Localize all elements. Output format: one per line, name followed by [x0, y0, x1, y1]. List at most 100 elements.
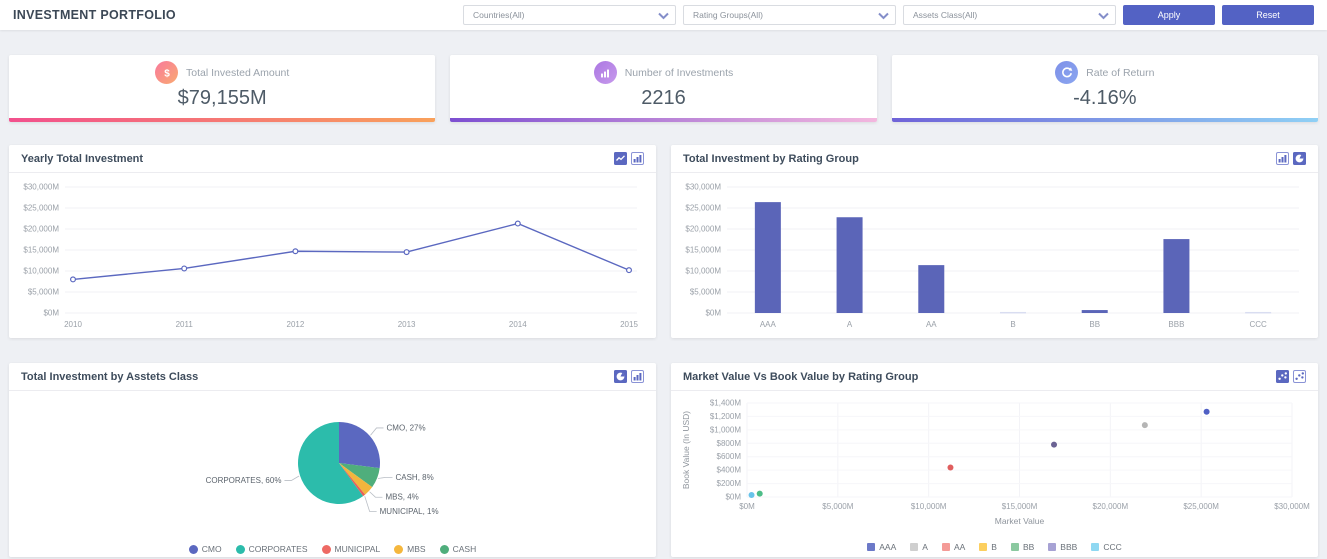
svg-text:$20,000M: $20,000M — [23, 225, 59, 234]
svg-text:$10,000M: $10,000M — [685, 267, 721, 276]
legend-item[interactable]: CCC — [1091, 542, 1122, 552]
countries-filter-value: Countries(All) — [473, 10, 525, 20]
svg-text:BBB: BBB — [1168, 320, 1184, 329]
legend-label: A — [922, 542, 928, 552]
svg-text:A: A — [847, 320, 853, 329]
legend-item[interactable]: CASH — [439, 544, 476, 554]
svg-text:2010: 2010 — [64, 320, 82, 329]
svg-text:CASH, 8%: CASH, 8% — [395, 473, 433, 482]
kpi-value: -4.16% — [1073, 87, 1137, 109]
svg-text:AA: AA — [926, 320, 937, 329]
pie-chart[interactable]: CMO, 27% CASH, 8% MBS, 4% MUNICIPAL, 1% CORP… — [9, 391, 656, 538]
kpi-rate-of-return: Rate of Return -4.16% — [891, 55, 1318, 122]
bar-chart-icon-outline[interactable] — [1276, 152, 1289, 165]
svg-text:$20,000M: $20,000M — [685, 225, 721, 234]
svg-text:$800M: $800M — [717, 439, 742, 448]
kpi-label: Number of Investments — [624, 66, 734, 79]
legend-marker — [1048, 543, 1057, 551]
kpi-accent-bar — [450, 118, 877, 122]
scatter-chart-icon-filled[interactable] — [1276, 370, 1289, 383]
svg-text:$30,000M: $30,000M — [685, 183, 721, 192]
topbar: INVESTMENT PORTFOLIO Countries(All) Rati… — [0, 0, 1327, 30]
legend-marker — [910, 543, 919, 551]
pie-legend: CMO CORPORATES MUNICIPAL MBS CASH — [9, 538, 656, 557]
svg-text:$30,000M: $30,000M — [23, 183, 59, 192]
kpi-number-of-investments: Number of Investments 2216 — [450, 55, 877, 122]
pie-chart-icon-filled[interactable] — [614, 370, 627, 383]
legend-label: BB — [1022, 542, 1035, 552]
svg-text:CMO, 27%: CMO, 27% — [387, 423, 426, 432]
legend-label: CCC — [1103, 542, 1122, 552]
svg-text:MBS, 4%: MBS, 4% — [385, 493, 418, 502]
svg-text:$0M: $0M — [725, 493, 741, 502]
chart-type-toggle — [1276, 152, 1306, 165]
svg-text:$5,000M: $5,000M — [28, 288, 59, 297]
legend-item[interactable]: AAA — [867, 542, 896, 552]
svg-text:Book Value (In USD): Book Value (In USD) — [681, 411, 691, 489]
chevron-down-icon — [878, 12, 889, 20]
svg-text:$10,000M: $10,000M — [911, 502, 947, 511]
legend-marker — [867, 543, 876, 551]
chart-type-toggle — [1276, 370, 1306, 383]
legend-item[interactable]: BBB — [1048, 542, 1077, 552]
apply-button[interactable]: Apply — [1123, 5, 1215, 25]
rating-groups-filter[interactable]: Rating Groups(All) — [683, 5, 896, 25]
legend-item[interactable]: MUNICIPAL — [321, 544, 381, 554]
svg-text:$1,400M: $1,400M — [710, 399, 741, 408]
legend-label: MUNICIPAL — [334, 544, 381, 554]
line-chart-icon-filled[interactable] — [614, 152, 627, 165]
legend-label: CMO — [201, 544, 222, 554]
svg-text:$20,000M: $20,000M — [1093, 502, 1129, 511]
legend-marker — [394, 544, 404, 554]
chart-type-toggle — [614, 370, 644, 383]
dashboard: $ Total Invested Amount $79,155M Number … — [0, 30, 1327, 557]
chevron-down-icon — [658, 12, 669, 20]
bar-chart-icon-outline[interactable] — [631, 152, 644, 165]
legend-label: B — [991, 542, 997, 552]
svg-text:$25,000M: $25,000M — [1183, 502, 1219, 511]
pie-chart-icon-filled[interactable] — [1293, 152, 1306, 165]
kpi-total-invested: $ Total Invested Amount $79,155M — [9, 55, 436, 122]
svg-text:CORPORATES, 60%: CORPORATES, 60% — [206, 476, 282, 485]
svg-text:$10,000M: $10,000M — [23, 267, 59, 276]
svg-text:$5,000M: $5,000M — [690, 288, 721, 297]
line-chart[interactable]: $0M $5,000M $10,000M $15,000M $20,000M $25,00… — [9, 173, 656, 338]
refresh-icon — [1055, 61, 1079, 84]
svg-text:B: B — [1010, 320, 1015, 329]
scatter-chart[interactable]: $0M $5,000M $10,000M $15,000M $20,000M $25,00… — [671, 391, 1318, 536]
bar-chart[interactable]: $0M $5,000M $10,000M $15,000M $20,000M $25,00… — [671, 173, 1318, 338]
legend-item[interactable]: CORPORATES — [235, 544, 308, 554]
kpi-value: 2216 — [641, 87, 686, 109]
legend-label: AAA — [879, 542, 897, 552]
kpi-value: $79,155M — [177, 87, 267, 109]
svg-text:CCC: CCC — [1249, 320, 1267, 329]
svg-text:2014: 2014 — [509, 320, 527, 329]
bar-chart-icon-outline[interactable] — [631, 370, 644, 383]
kpi-accent-bar — [891, 118, 1318, 122]
panel-investment-by-assets-class: Total Investment by Asstets Class CMO, 2… — [9, 363, 656, 557]
countries-filter[interactable]: Countries(All) — [463, 5, 676, 25]
legend-item[interactable]: AA — [941, 542, 965, 552]
scatter-chart-icon-outline[interactable] — [1293, 370, 1306, 383]
legend-marker — [439, 544, 449, 554]
legend-item[interactable]: BB — [1010, 542, 1035, 552]
assets-class-filter[interactable]: Assets Class(All) — [903, 5, 1116, 25]
svg-text:$0M: $0M — [705, 309, 721, 318]
panel-title: Yearly Total Investment — [21, 152, 144, 165]
panel-title: Total Investment by Asstets Class — [21, 370, 199, 383]
legend-label: MBS — [407, 544, 426, 554]
legend-item[interactable]: B — [979, 542, 997, 552]
kpi-row: $ Total Invested Amount $79,155M Number … — [9, 55, 1318, 122]
panel-title: Market Value Vs Book Value by Rating Gro… — [683, 370, 919, 383]
legend-label: BBB — [1060, 542, 1078, 552]
svg-text:$200M: $200M — [717, 479, 742, 488]
svg-text:$1,200M: $1,200M — [710, 412, 741, 421]
reset-button[interactable]: Reset — [1222, 5, 1314, 25]
svg-text:$25,000M: $25,000M — [23, 204, 59, 213]
legend-item[interactable]: MBS — [394, 544, 426, 554]
assets-class-filter-value: Assets Class(All) — [913, 10, 978, 20]
legend-item[interactable]: A — [910, 542, 928, 552]
legend-item[interactable]: CMO — [188, 544, 222, 554]
dollar-icon: $ — [155, 61, 178, 84]
filter-bar: Countries(All) Rating Groups(All) Assets… — [463, 5, 1314, 25]
